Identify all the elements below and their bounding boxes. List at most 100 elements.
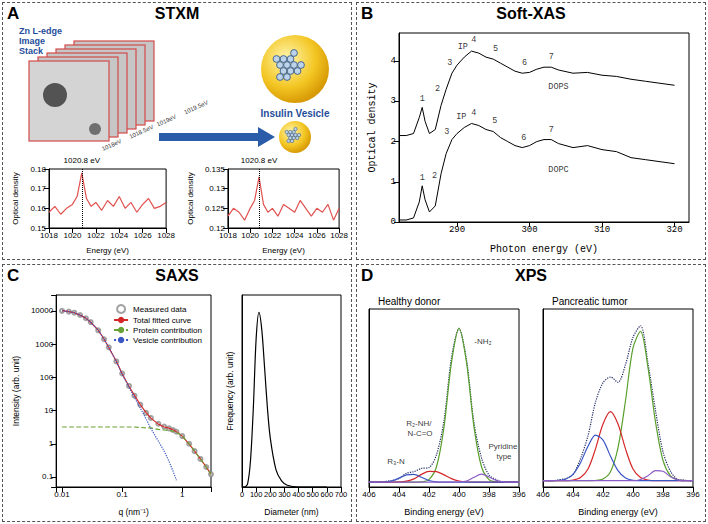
svg-text:100: 100 <box>250 490 263 499</box>
svg-text:1019.5eV: 1019.5eV <box>183 99 209 115</box>
svg-text:5: 5 <box>493 44 498 54</box>
svg-text:398: 398 <box>482 490 496 499</box>
svg-text:10000: 10000 <box>31 306 54 315</box>
svg-text:Pancreatic tumor: Pancreatic tumor <box>552 296 628 307</box>
svg-text:Insulin Vesicle: Insulin Vesicle <box>261 108 330 119</box>
svg-text:2: 2 <box>432 171 437 181</box>
svg-text:Healthy donor: Healthy donor <box>378 296 441 307</box>
svg-text:1018eV: 1018eV <box>101 138 122 152</box>
svg-text:1019eV: 1019eV <box>156 114 177 128</box>
svg-text:1018: 1018 <box>219 231 237 240</box>
svg-text:5: 5 <box>492 116 497 126</box>
svg-text:400: 400 <box>626 490 640 499</box>
svg-text:R₂-NH/: R₂-NH/ <box>406 419 434 428</box>
svg-text:310: 310 <box>594 225 610 235</box>
svg-text:Vesicle contribution: Vesicle contribution <box>133 336 202 345</box>
svg-text:IP: IP <box>456 112 466 122</box>
svg-text:1028: 1028 <box>157 231 175 240</box>
svg-text:0.135: 0.135 <box>205 165 226 174</box>
svg-text:0.125: 0.125 <box>205 204 226 213</box>
svg-text:Optical density: Optical density <box>186 172 195 224</box>
svg-text:Optical density: Optical density <box>367 82 378 172</box>
svg-text:1: 1 <box>49 439 54 448</box>
svg-text:Energy (eV): Energy (eV) <box>86 246 129 255</box>
svg-text:1020.8 eV: 1020.8 eV <box>241 156 278 165</box>
svg-text:1020: 1020 <box>241 231 259 240</box>
svg-text:1026: 1026 <box>134 231 152 240</box>
svg-text:100: 100 <box>40 373 54 382</box>
svg-text:300: 300 <box>521 225 537 235</box>
svg-text:1028: 1028 <box>330 231 348 240</box>
svg-text:0.16: 0.16 <box>30 204 46 213</box>
svg-text:300: 300 <box>278 490 291 499</box>
svg-text:406: 406 <box>362 490 376 499</box>
svg-text:0: 0 <box>240 490 244 499</box>
svg-text:type: type <box>496 452 512 461</box>
svg-text:2: 2 <box>435 84 440 94</box>
svg-text:3: 3 <box>447 58 452 68</box>
svg-text:R₃-N: R₃-N <box>387 457 405 466</box>
svg-text:404: 404 <box>392 490 406 499</box>
svg-text:1020: 1020 <box>64 231 82 240</box>
svg-text:-NH₂: -NH₂ <box>474 337 491 346</box>
svg-text:400: 400 <box>452 490 466 499</box>
svg-text:1018: 1018 <box>40 231 58 240</box>
svg-text:0.1: 0.1 <box>42 472 54 481</box>
svg-text:3: 3 <box>391 96 396 106</box>
svg-text:400: 400 <box>292 490 305 499</box>
svg-text:1: 1 <box>420 173 425 183</box>
svg-text:1: 1 <box>391 177 396 187</box>
svg-text:N-C=O: N-C=O <box>407 429 432 438</box>
svg-text:Binding energy (eV): Binding energy (eV) <box>578 507 658 517</box>
svg-text:402: 402 <box>596 490 610 499</box>
svg-text:Measured data: Measured data <box>133 305 187 314</box>
svg-text:Intensity (arb. unit): Intensity (arb. unit) <box>11 356 21 427</box>
svg-text:700: 700 <box>335 490 348 499</box>
svg-text:Image: Image <box>19 36 45 46</box>
svg-text:DOPS: DOPS <box>548 82 568 92</box>
svg-text:1000: 1000 <box>35 340 53 349</box>
svg-text:4: 4 <box>391 56 396 66</box>
svg-text:320: 320 <box>666 225 682 235</box>
svg-text:q (nm⁻¹): q (nm⁻¹) <box>118 507 149 517</box>
svg-text:IP: IP <box>458 42 468 52</box>
svg-text:6: 6 <box>522 58 527 68</box>
svg-text:1: 1 <box>180 490 185 499</box>
svg-text:Optical density: Optical density <box>11 172 20 224</box>
svg-text:Total fitted curve: Total fitted curve <box>133 316 192 325</box>
svg-text:1024: 1024 <box>110 231 128 240</box>
svg-text:10: 10 <box>44 406 53 415</box>
svg-text:Pyridine: Pyridine <box>488 442 519 451</box>
svg-text:4: 4 <box>471 108 476 118</box>
svg-text:1024: 1024 <box>286 231 304 240</box>
svg-text:1020.8 eV: 1020.8 eV <box>64 156 101 165</box>
svg-text:1018.5eV: 1018.5eV <box>128 124 154 140</box>
svg-text:396: 396 <box>512 490 526 499</box>
svg-text:Diameter (nm): Diameter (nm) <box>264 507 318 517</box>
svg-text:Zn L-edge: Zn L-edge <box>19 26 62 36</box>
svg-text:0: 0 <box>391 217 396 227</box>
svg-text:290: 290 <box>449 225 465 235</box>
svg-text:396: 396 <box>686 490 700 499</box>
svg-text:406: 406 <box>536 490 550 499</box>
svg-text:7: 7 <box>549 52 554 62</box>
svg-text:0.17: 0.17 <box>30 184 46 193</box>
svg-text:Binding energy (eV): Binding energy (eV) <box>404 507 484 517</box>
svg-text:6: 6 <box>521 133 526 143</box>
svg-text:2: 2 <box>391 137 396 147</box>
svg-text:200: 200 <box>264 490 277 499</box>
svg-text:Protein contribution: Protein contribution <box>133 326 202 335</box>
svg-text:DOPC: DOPC <box>548 165 568 175</box>
svg-text:0.1: 0.1 <box>117 490 129 499</box>
svg-text:7: 7 <box>549 125 554 135</box>
svg-text:600: 600 <box>321 490 334 499</box>
svg-text:398: 398 <box>656 490 670 499</box>
svg-text:1022: 1022 <box>263 231 281 240</box>
svg-text:1022: 1022 <box>87 231 105 240</box>
svg-text:3: 3 <box>444 127 449 137</box>
svg-text:Frequency (arb. unit): Frequency (arb. unit) <box>225 351 235 430</box>
svg-text:Energy (eV): Energy (eV) <box>262 246 305 255</box>
svg-text:Stack: Stack <box>19 46 44 56</box>
svg-text:404: 404 <box>566 490 580 499</box>
svg-text:Photon energy (eV): Photon energy (eV) <box>490 244 598 255</box>
